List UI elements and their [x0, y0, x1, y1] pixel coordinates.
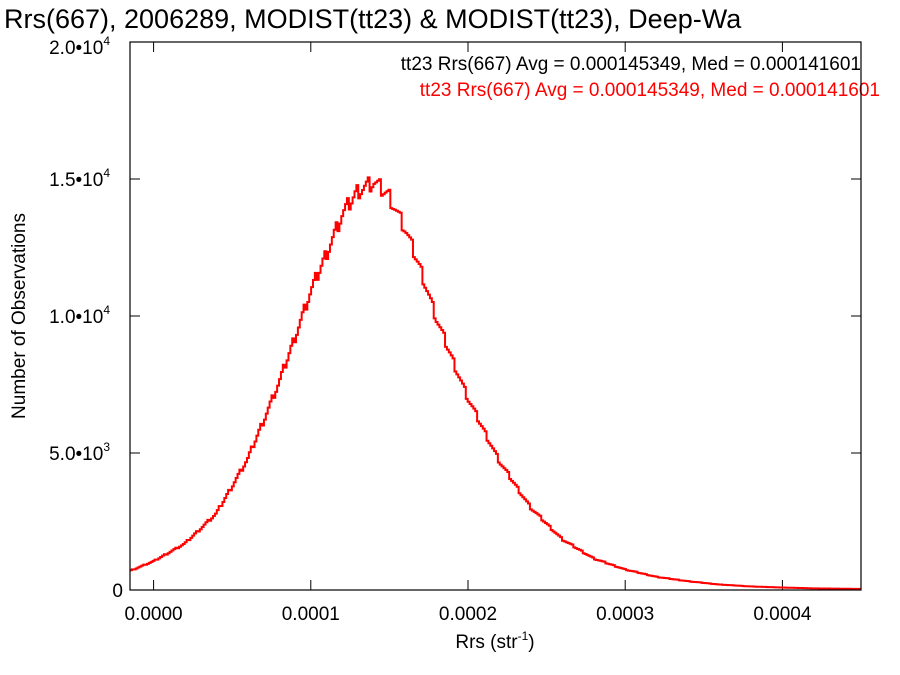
y-tick-label: 2.0•104 [49, 34, 110, 59]
histogram-series-red [130, 176, 862, 590]
y-tick-label: 1.5•104 [49, 166, 110, 191]
y-tick-label-exponent: 4 [103, 303, 110, 317]
x-axis-label-base: Rrs (str [455, 632, 518, 653]
x-tick-label: 0.0002 [439, 604, 497, 625]
annotation-red: tt23 Rrs(667) Avg = 0.000145349, Med = 0… [420, 80, 880, 101]
y-tick-label-exponent: 4 [103, 166, 110, 180]
annotation-black: tt23 Rrs(667) Avg = 0.000145349, Med = 0… [401, 54, 861, 75]
x-tick-label: 0.0004 [753, 604, 812, 625]
plot-frame [129, 41, 862, 591]
x-axis-ticks: 0.0000 0.0001 0.0002 0.0003 0.0004 [125, 42, 812, 625]
x-axis-label-end: ) [528, 632, 534, 653]
x-axis-label: Rrs (str-1) [455, 629, 534, 653]
y-tick-label-base: 0 [112, 581, 123, 602]
y-tick-label: 5.0•103 [49, 440, 110, 465]
chart-title: Rrs(667), 2006289, MODIST(tt23) & MODIST… [4, 4, 742, 34]
y-tick-label-base: 5.0•10 [49, 444, 103, 465]
y-tick-label-base: 1.5•10 [49, 170, 103, 191]
x-axis-label-sup: -1 [518, 629, 529, 643]
x-tick-label: 0.0000 [125, 604, 183, 625]
histogram-series-black [130, 176, 861, 590]
y-tick-label: 1.0•104 [49, 303, 110, 328]
y-tick-label-exponent: 3 [103, 440, 110, 454]
y-tick-label-base: 1.0•10 [49, 307, 103, 328]
x-tick-label: 0.0003 [596, 604, 654, 625]
x-tick-label: 0.0001 [282, 604, 340, 625]
y-tick-label-base: 2.0•10 [49, 38, 103, 59]
y-tick-label: 0 [112, 581, 123, 602]
y-axis-label: Number of Observations [9, 213, 30, 419]
y-tick-label-exponent: 4 [103, 34, 110, 48]
